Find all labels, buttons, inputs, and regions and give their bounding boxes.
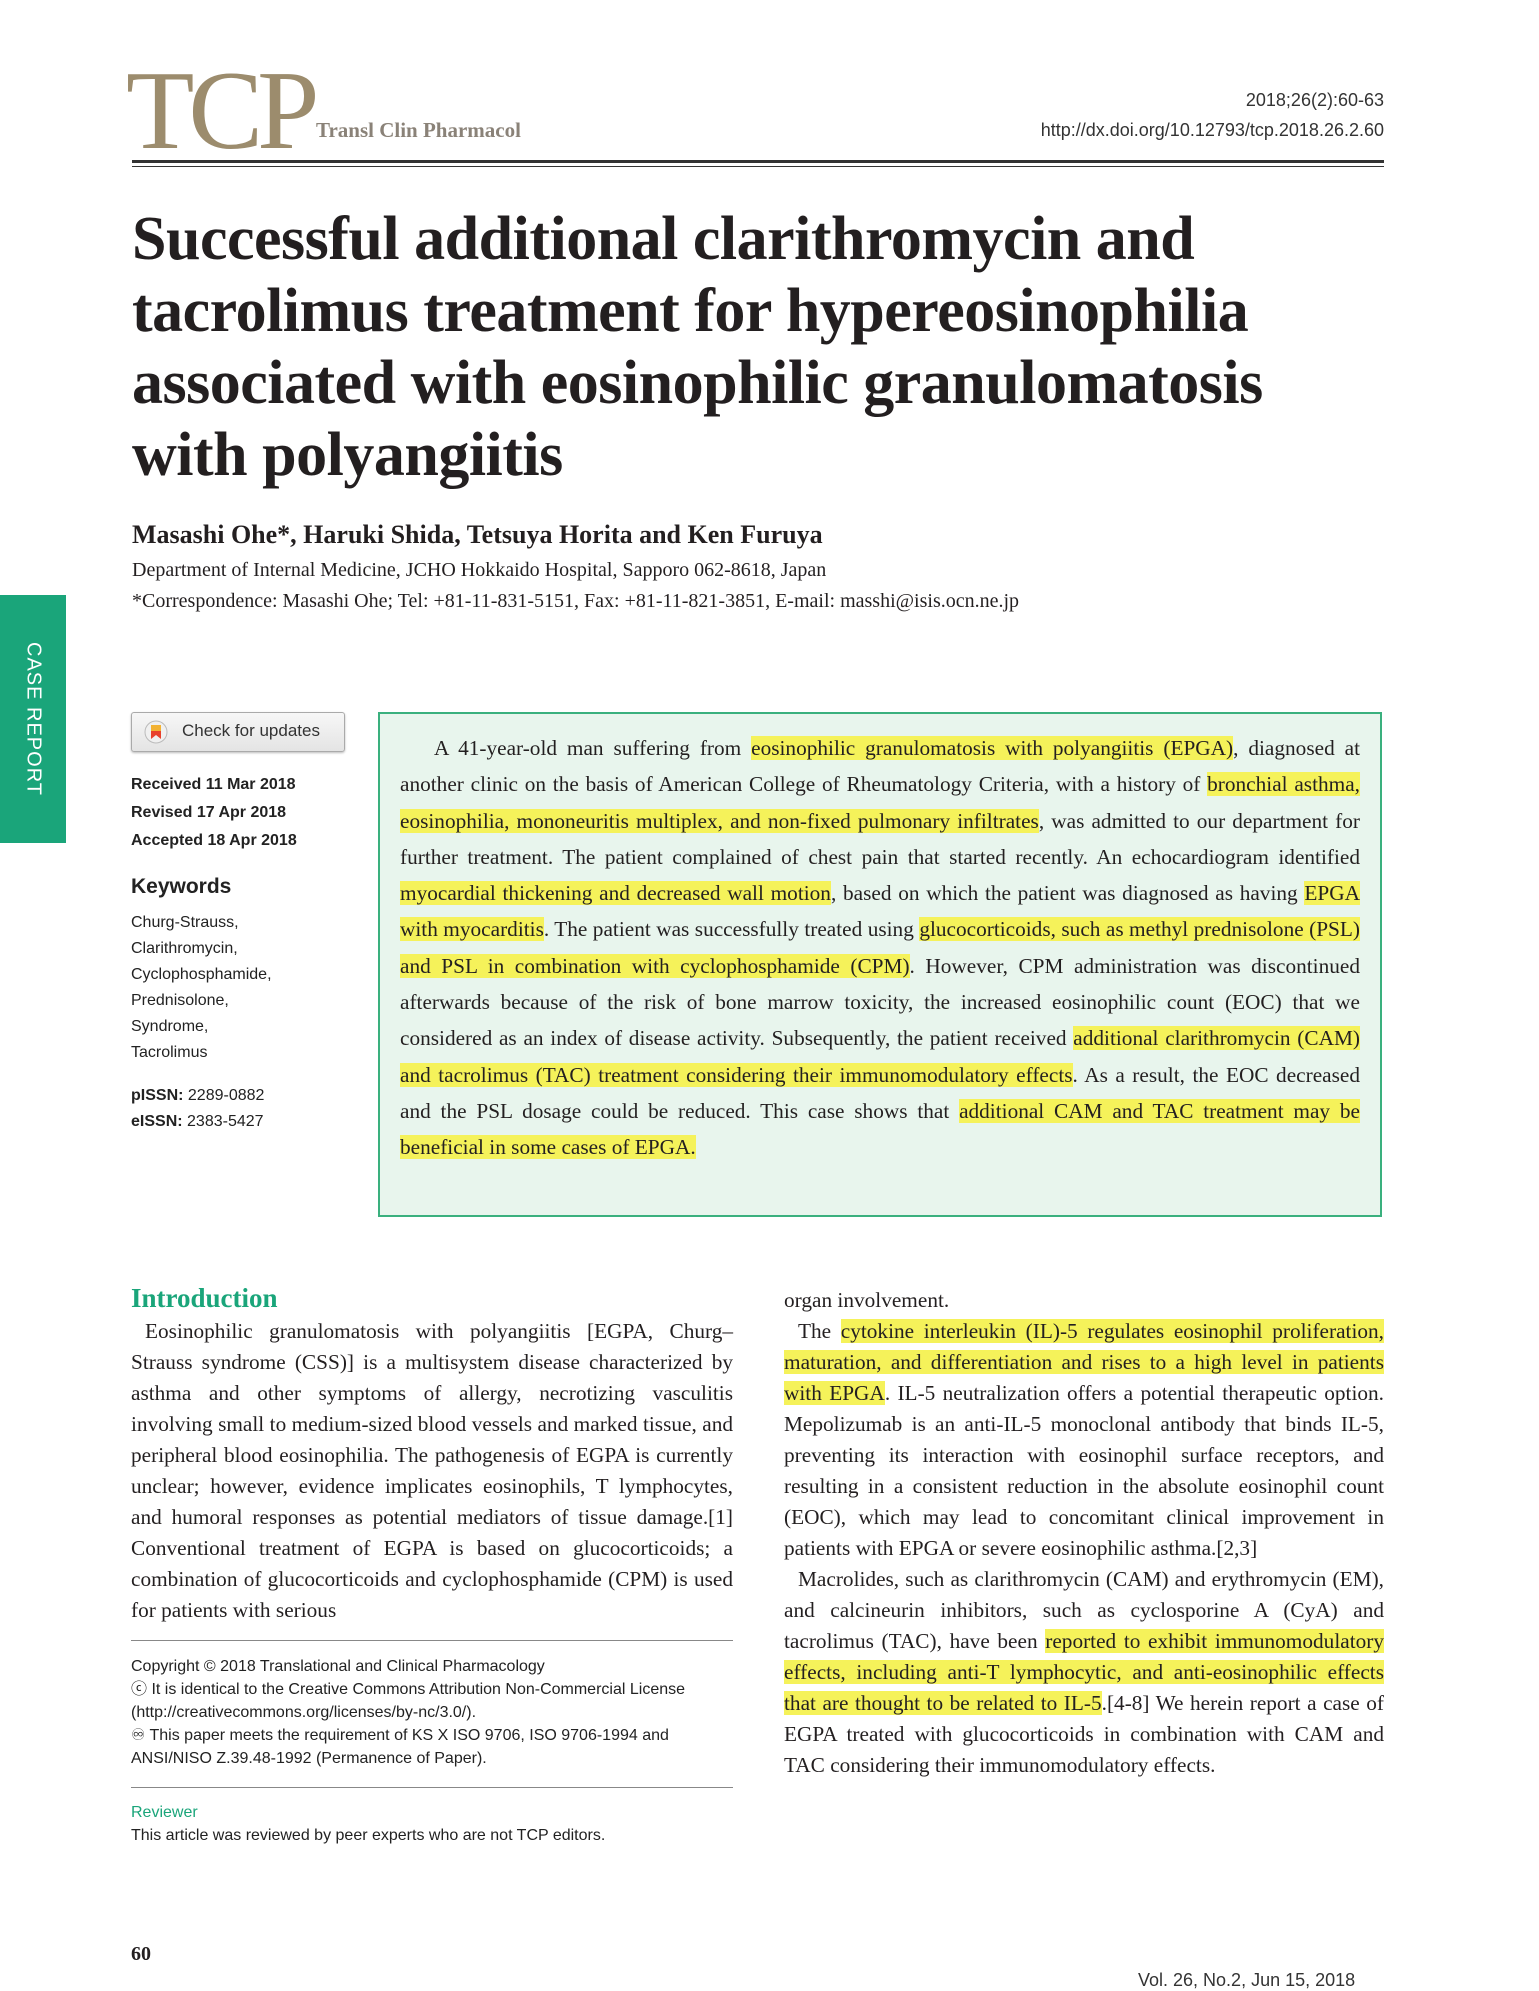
paragraph: Macrolides, such as clarithromycin (CAM)… bbox=[784, 1567, 1384, 1777]
volume-info: Vol. 26, No.2, Jun 15, 2018 bbox=[1138, 1970, 1356, 1990]
keyword: Syndrome, bbox=[131, 1018, 209, 1035]
correspondence: *Correspondence: Masashi Ohe; Tel: +81-1… bbox=[132, 590, 1020, 612]
keyword: Clarithromycin, bbox=[131, 940, 238, 957]
reviewer-title: Reviewer bbox=[131, 1804, 198, 1821]
abstract-box: A 41-year-old man suffering from eosinop… bbox=[378, 712, 1382, 1217]
accepted-date: Accepted 18 Apr 2018 bbox=[131, 832, 297, 849]
license-line: ⓒ It is identical to the Creative Common… bbox=[131, 1681, 686, 1721]
check-for-updates-label: Check for updates bbox=[182, 721, 320, 740]
paragraph: The cytokine interleukin (IL)-5 regulate… bbox=[784, 1319, 1385, 1560]
infinity-icon: ♾ bbox=[131, 1727, 150, 1744]
copyright-line: Copyright © 2018 Translational and Clini… bbox=[131, 1658, 545, 1675]
page-number: 60 bbox=[131, 1943, 151, 1965]
section-heading-introduction: Introduction bbox=[131, 1283, 278, 1313]
case-report-label: CASE REPORT bbox=[22, 642, 45, 796]
header-rule bbox=[132, 160, 1384, 163]
authors: Masashi Ohe*, Haruki Shida, Tetsuya Hori… bbox=[132, 520, 823, 549]
article-title: Successful additional clarithromycin and… bbox=[132, 205, 1263, 489]
case-report-tab: CASE REPORT bbox=[0, 595, 66, 843]
journal-name: Transl Clin Pharmacol bbox=[316, 118, 521, 142]
pissn: pISSN: 2289-0882 bbox=[131, 1087, 265, 1104]
journal-logo: TCP bbox=[126, 49, 319, 173]
body-column-left: Eosinophilic granulomatosis with polyang… bbox=[131, 1316, 733, 1626]
keywords-list: Churg-Strauss, Clarithromycin, Cyclophos… bbox=[131, 910, 272, 1066]
copyright-notice: Copyright © 2018 Translational and Clini… bbox=[131, 1655, 741, 1770]
check-for-updates-button[interactable]: Check for updates bbox=[131, 712, 345, 752]
issue-info: 2018;26(2):60-63 bbox=[1245, 90, 1384, 110]
paper-standard-line: ♾ This paper meets the requirement of KS… bbox=[131, 1727, 669, 1767]
divider bbox=[131, 1787, 733, 1788]
eissn: eISSN: 2383-5427 bbox=[131, 1113, 264, 1130]
divider bbox=[131, 1640, 733, 1641]
keywords-title: Keywords bbox=[131, 875, 232, 898]
crossmark-icon bbox=[144, 720, 168, 744]
keyword: Tacrolimus bbox=[131, 1044, 208, 1061]
affiliation: Department of Internal Medicine, JCHO Ho… bbox=[132, 559, 827, 581]
body-column-right: organ involvement. The cytokine interleu… bbox=[784, 1285, 1385, 1781]
reviewer-text: This article was reviewed by peer expert… bbox=[131, 1827, 606, 1844]
abstract-text: A 41-year-old man suffering from eosinop… bbox=[400, 736, 1361, 1160]
keyword: Cyclophosphamide, bbox=[131, 966, 272, 983]
keyword: Churg-Strauss, bbox=[131, 914, 239, 931]
header-rule-thin bbox=[132, 166, 1384, 167]
doi-link[interactable]: http://dx.doi.org/10.12793/tcp.2018.26.2… bbox=[1040, 120, 1384, 140]
highlight: myocardial thickening and decreased wall… bbox=[400, 881, 831, 906]
received-date: Received 11 Mar 2018 bbox=[131, 776, 296, 793]
highlight: eosinophilic granulomatosis with polyang… bbox=[751, 736, 1234, 760]
revised-date: Revised 17 Apr 2018 bbox=[131, 804, 287, 821]
paragraph: organ involvement. bbox=[784, 1288, 950, 1312]
keyword: Prednisolone, bbox=[131, 992, 229, 1009]
paragraph: Eosinophilic granulomatosis with polyang… bbox=[131, 1319, 733, 1622]
cc-icon: ⓒ bbox=[131, 1681, 152, 1698]
